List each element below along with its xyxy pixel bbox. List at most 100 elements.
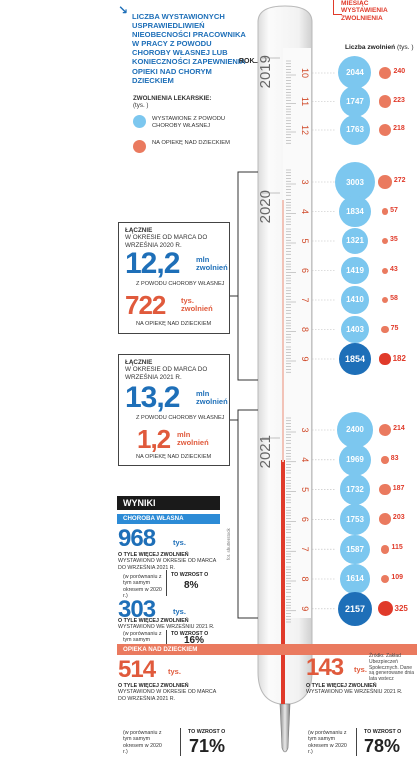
own-1-value: 968 — [118, 525, 156, 552]
own-bubble: 2044 — [338, 56, 372, 90]
child-value-label: 325 — [394, 603, 408, 613]
year-label-2021: 2021 — [257, 435, 274, 468]
month-label-2020-3: 3 — [300, 179, 310, 184]
child-1-value: 514 — [118, 656, 156, 683]
own-bubble: 1747 — [339, 86, 371, 117]
own-bubble: 1854 — [339, 343, 371, 375]
child-2-growth: 78% — [364, 736, 401, 756]
own-bubble: 1969 — [338, 443, 372, 476]
own-value-label: 1753 — [346, 514, 364, 524]
own-bubble: 1834 — [339, 195, 371, 228]
month-labels: 10 11 12 3 4 5 6 7 8 9 3 4 5 6 7 8 9 — [300, 68, 310, 611]
year-axis-title: ROK — [239, 58, 255, 65]
box-2021-child-unit-2: zwolnień — [177, 437, 209, 447]
child-bubble — [379, 483, 391, 496]
box-2020-child-caption: na opiekę nad dzieckiem — [136, 321, 212, 327]
child-value-label: 109 — [391, 574, 404, 581]
own-2-divider — [166, 630, 167, 644]
summary-box-2020: Łącznie w okresie od marca do września 2… — [118, 222, 230, 334]
box-2021-child-value: 1,2 — [137, 424, 171, 454]
results-title: WYNIKI — [117, 496, 220, 510]
box-2021-own-unit-2: zwolnień — [196, 396, 228, 406]
own-value-label: 2400 — [346, 425, 364, 435]
child-value-label: 272 — [393, 177, 406, 184]
month-label-2019-11: 11 — [300, 97, 310, 106]
child-value-label: 75 — [390, 324, 399, 332]
scale-ticks — [286, 60, 336, 623]
own-1-growth: 8% — [184, 580, 199, 591]
month-label-2020-8: 8 — [300, 327, 310, 332]
box-2020-child-value: 722 — [125, 290, 166, 320]
child-1-desc: o tyle więcej zwolnień wystawiono w okre… — [118, 683, 223, 702]
child-value-label: 57 — [390, 206, 398, 214]
child-bubble — [380, 544, 390, 554]
own-1-desc-text: wystawiono w okresie od marca do wrześni… — [118, 558, 216, 571]
count-label: Liczba zwolnień — [345, 44, 396, 51]
child-1-desc-bold: o tyle więcej zwolnień — [118, 683, 189, 689]
box-2021-header-text: w okresie od marca do września 2021 r. — [125, 366, 208, 381]
month-label-2020-5: 5 — [300, 238, 310, 243]
own-bubble: 1763 — [339, 114, 371, 146]
own-bubble: 2157 — [338, 591, 372, 626]
child-1-growth-label: TO WZROST O — [188, 729, 226, 735]
child-value-label: 187 — [392, 484, 405, 492]
count-axis-title: Liczba zwolnień (tys. ) — [345, 44, 414, 51]
own-bubble: 1732 — [339, 474, 371, 505]
source-note: Źródło: Zakład Ubezpieczeń Społecznych. … — [369, 653, 415, 683]
legend-own-label: Wystawione z powodu choroby własnej — [152, 116, 226, 129]
child-bubble — [382, 238, 388, 244]
own-1-cmp: (w porównaniu z tym samym okresem w 2020… — [123, 574, 162, 599]
own-value-label: 1854 — [344, 353, 365, 364]
own-2-desc-bold: o tyle więcej zwolnień — [118, 618, 189, 624]
box-2021-header: Łącznie w okresie od marca do września 2… — [125, 359, 225, 381]
child-value-label: 214 — [393, 425, 405, 432]
month-pointer-line — [333, 0, 342, 15]
year-label-2020: 2020 — [257, 190, 274, 223]
own-2-growth-label: TO WZROST O — [171, 631, 209, 637]
results-child-header: Opieka nad dzieckiem — [117, 644, 417, 655]
box-2020-header: Łącznie w okresie od marca do września 2… — [125, 227, 225, 249]
own-bubble: 1321 — [341, 227, 369, 255]
box-2020-header-bold: Łącznie — [125, 227, 153, 234]
own-value-label: 1419 — [346, 265, 364, 275]
month-label-2021-8: 8 — [300, 576, 310, 581]
own-value-label: 1747 — [346, 96, 364, 106]
child-1-cmp: (w porównaniu z tym samym okresem w 2020… — [123, 730, 162, 755]
month-label-2019-10: 10 — [300, 68, 310, 78]
box-2021-own-caption: z powodu choroby własnej — [136, 415, 225, 421]
own-2-value: 303 — [118, 596, 156, 623]
child-1-unit: tys. — [168, 667, 181, 676]
mercury-column — [281, 460, 285, 704]
legend-title: Zwolnienia lekarskie: — [133, 95, 212, 102]
child-2-growth-label: TO WZROST O — [364, 729, 402, 735]
year-label-2019: 2019 — [257, 55, 274, 88]
own-2-growth: 16% — [184, 635, 205, 646]
bracket-2021 — [237, 409, 258, 619]
own-2-desc: o tyle więcej zwolnień wystawiono we wrz… — [118, 618, 223, 631]
child-bubble — [381, 296, 389, 304]
child-bubble — [381, 208, 389, 215]
box-2021-child-caption: na opiekę nad dzieckiem — [136, 454, 212, 460]
month-axis-title: Miesiąc wystawienia zwolnienia — [341, 0, 388, 22]
box-2021-header-bold: Łącznie — [125, 359, 153, 366]
own-value-label: 2157 — [344, 603, 365, 614]
box-2020-own-unit: mln zwolnień — [196, 256, 228, 271]
count-unit: (tys. ) — [397, 44, 414, 51]
month-label-2020-9: 9 — [300, 356, 310, 361]
child-value-label: 115 — [391, 544, 403, 552]
month-label-2021-3: 3 — [300, 427, 310, 432]
own-1-unit: tys. — [173, 538, 186, 547]
arrow-icon: ↘ — [118, 3, 129, 17]
child-bubble — [379, 513, 391, 526]
month-label-2021-4: 4 — [300, 457, 310, 462]
child-bubble — [378, 423, 392, 437]
month-label-2019-12: 12 — [300, 125, 310, 135]
legend-unit: (tys. ) — [133, 102, 149, 109]
own-2-unit: tys. — [173, 607, 186, 616]
box-2020-header-text: w okresie od marca do września 2020 r. — [125, 234, 208, 249]
month-label-2021-5: 5 — [300, 487, 310, 492]
results-own-header: Choroba własna — [117, 514, 220, 524]
own-bubble: 1419 — [341, 256, 369, 285]
own-value-label: 3003 — [346, 177, 364, 187]
